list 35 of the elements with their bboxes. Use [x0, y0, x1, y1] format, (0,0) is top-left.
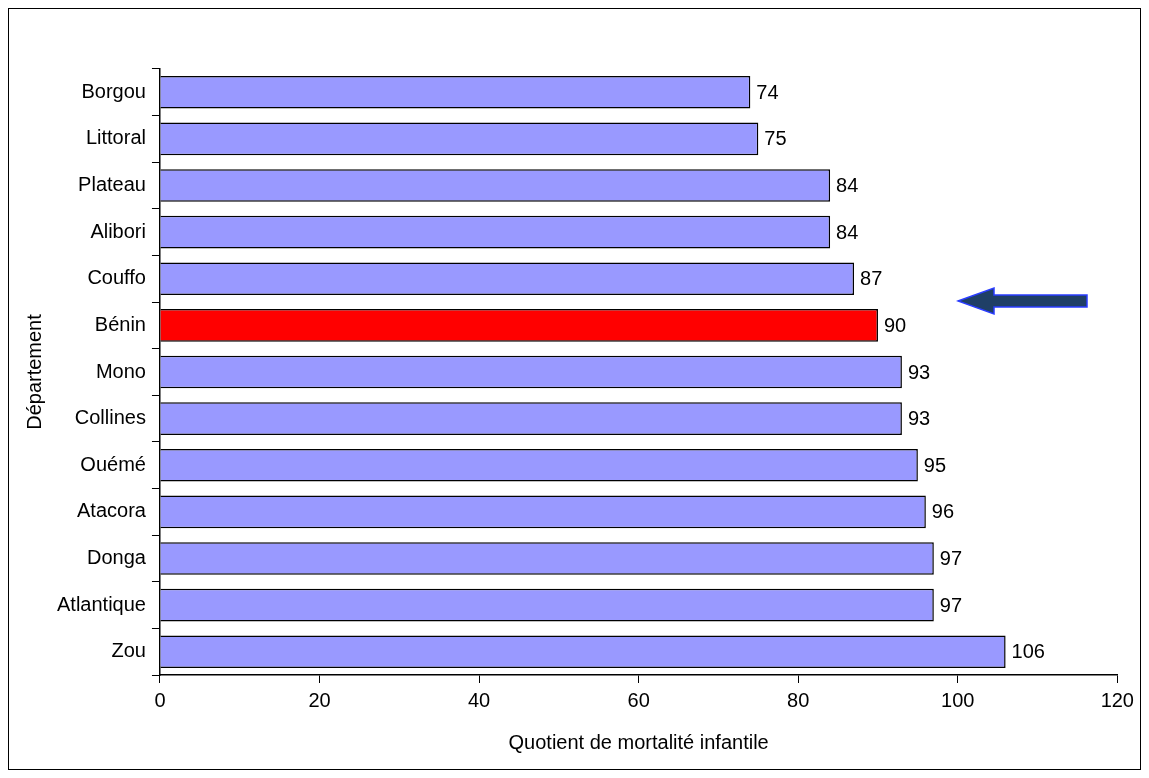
- data-label: 106: [1011, 640, 1045, 663]
- y-tick-label: Collines: [74, 406, 146, 429]
- y-tick-label: Donga: [87, 545, 147, 568]
- data-label: 90: [883, 313, 907, 336]
- x-tick-label: 40: [467, 688, 491, 711]
- data-label: 95: [923, 453, 947, 476]
- y-axis-title: Département: [22, 313, 45, 430]
- data-label: 97: [939, 593, 963, 616]
- data-label: 96: [931, 500, 955, 523]
- data-label: 93: [907, 360, 931, 383]
- data-label: 84: [836, 220, 859, 243]
- data-label: 93: [907, 407, 931, 430]
- y-tick-label: Atlantique: [56, 592, 146, 615]
- data-label: 75: [764, 127, 787, 150]
- y-tick-label: Bénin: [94, 312, 146, 335]
- x-axis-title: Quotient de mortalité infantile: [508, 730, 769, 753]
- x-tick-label: 80: [787, 688, 810, 711]
- y-tick-label: Couffo: [87, 266, 146, 289]
- y-tick-label: Littoral: [85, 126, 146, 149]
- data-label: 84: [836, 174, 859, 197]
- x-tick-label: 20: [308, 688, 331, 711]
- x-tick-label: 60: [627, 688, 650, 711]
- x-tick-label: 0: [154, 688, 166, 711]
- data-label: 87: [860, 267, 883, 290]
- x-tick-label: 120: [1100, 688, 1134, 711]
- y-tick-label: Atacora: [77, 499, 147, 522]
- y-tick-label: Alibori: [90, 219, 146, 242]
- y-tick-label: Borgou: [81, 79, 146, 102]
- data-label: 97: [939, 546, 963, 569]
- y-tick-label: Plateau: [78, 173, 146, 196]
- x-tick-label: 100: [941, 688, 975, 711]
- y-tick-label: Mono: [95, 359, 146, 382]
- y-tick-label: Ouémé: [80, 452, 146, 475]
- data-label: 74: [756, 80, 779, 103]
- y-tick-label: Zou: [111, 639, 146, 662]
